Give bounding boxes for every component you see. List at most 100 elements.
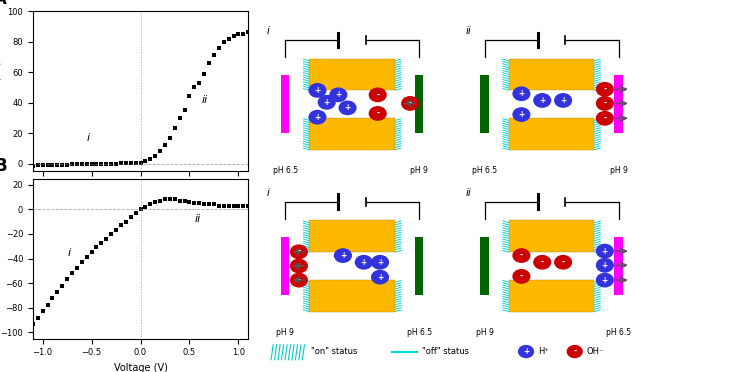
Circle shape xyxy=(372,256,388,269)
Text: pH 6.5: pH 6.5 xyxy=(407,328,431,337)
Circle shape xyxy=(309,84,326,97)
X-axis label: Voltage (V): Voltage (V) xyxy=(114,363,167,372)
Circle shape xyxy=(372,270,388,284)
Circle shape xyxy=(339,101,356,115)
Y-axis label: Current (nA): Current (nA) xyxy=(0,61,1,121)
Circle shape xyxy=(334,249,351,262)
Text: H⁺: H⁺ xyxy=(537,347,548,356)
Circle shape xyxy=(369,88,386,102)
Text: +: + xyxy=(518,89,525,98)
Circle shape xyxy=(513,249,530,262)
Text: B: B xyxy=(0,157,7,175)
Bar xyxy=(281,75,289,133)
Text: -: - xyxy=(561,258,565,267)
Bar xyxy=(509,118,594,150)
Bar xyxy=(615,237,623,295)
Text: pH 9: pH 9 xyxy=(276,328,294,337)
Circle shape xyxy=(330,88,347,102)
Bar xyxy=(480,75,488,133)
Circle shape xyxy=(567,346,582,357)
Text: +: + xyxy=(315,113,320,122)
Text: i: i xyxy=(87,133,90,142)
Circle shape xyxy=(356,256,372,269)
Text: OH⁻: OH⁻ xyxy=(586,347,604,356)
Text: +: + xyxy=(345,103,350,112)
Text: -: - xyxy=(376,90,380,99)
Text: +: + xyxy=(377,258,383,267)
Text: ii: ii xyxy=(194,214,201,224)
Circle shape xyxy=(555,94,572,107)
Text: i: i xyxy=(67,248,70,258)
Circle shape xyxy=(555,256,572,269)
Circle shape xyxy=(596,244,613,258)
Text: +: + xyxy=(602,261,608,270)
Bar xyxy=(509,220,594,252)
Text: +: + xyxy=(523,347,529,356)
Circle shape xyxy=(291,245,307,259)
Text: i: i xyxy=(266,188,269,198)
Circle shape xyxy=(513,108,530,121)
Text: +: + xyxy=(323,98,330,107)
Text: +: + xyxy=(339,251,346,260)
Text: pH 9: pH 9 xyxy=(476,328,493,337)
Circle shape xyxy=(369,107,386,120)
Text: ii: ii xyxy=(466,188,472,198)
Bar xyxy=(310,58,395,90)
Text: ii: ii xyxy=(201,94,207,105)
Bar xyxy=(310,280,395,312)
Circle shape xyxy=(291,273,307,287)
Text: pH 9: pH 9 xyxy=(610,166,628,176)
Bar xyxy=(615,75,623,133)
Circle shape xyxy=(318,96,335,109)
Text: ii: ii xyxy=(466,26,472,36)
Text: +: + xyxy=(377,273,383,282)
Circle shape xyxy=(518,346,534,357)
Text: -: - xyxy=(520,251,523,260)
Text: -: - xyxy=(541,258,544,267)
Text: -: - xyxy=(520,272,523,281)
Text: pH 6.5: pH 6.5 xyxy=(606,328,631,337)
Text: +: + xyxy=(602,276,608,285)
Circle shape xyxy=(309,110,326,124)
Bar xyxy=(509,280,594,312)
Circle shape xyxy=(534,94,550,107)
Text: -: - xyxy=(409,99,412,108)
Bar xyxy=(415,75,423,133)
Text: +: + xyxy=(539,96,545,105)
Text: -: - xyxy=(376,109,380,118)
Text: A: A xyxy=(0,0,7,8)
Text: +: + xyxy=(315,86,320,95)
Text: "on" status: "on" status xyxy=(312,347,358,356)
Text: +: + xyxy=(335,90,342,99)
Bar xyxy=(281,237,289,295)
Text: -: - xyxy=(603,99,607,108)
Text: +: + xyxy=(602,247,608,256)
Text: pH 6.5: pH 6.5 xyxy=(273,166,298,176)
Circle shape xyxy=(596,273,613,287)
Bar xyxy=(310,220,395,252)
Text: -: - xyxy=(603,114,607,123)
Text: pH 9: pH 9 xyxy=(410,166,428,176)
Circle shape xyxy=(596,259,613,272)
Text: -: - xyxy=(297,262,301,270)
Circle shape xyxy=(596,83,613,96)
Circle shape xyxy=(513,270,530,283)
Circle shape xyxy=(534,256,550,269)
Text: i: i xyxy=(266,26,269,36)
Bar xyxy=(480,237,488,295)
Text: "off" status: "off" status xyxy=(422,347,469,356)
Text: +: + xyxy=(560,96,566,105)
Text: +: + xyxy=(361,258,367,267)
Text: -: - xyxy=(573,347,576,356)
Text: -: - xyxy=(603,85,607,94)
Bar xyxy=(415,237,423,295)
Circle shape xyxy=(596,97,613,110)
Bar xyxy=(310,118,395,150)
Text: -: - xyxy=(297,247,301,256)
Text: +: + xyxy=(518,110,525,119)
Circle shape xyxy=(596,112,613,125)
X-axis label: Voltage (V): Voltage (V) xyxy=(114,195,167,205)
Text: -: - xyxy=(297,276,301,285)
Circle shape xyxy=(291,259,307,273)
Circle shape xyxy=(402,97,418,110)
